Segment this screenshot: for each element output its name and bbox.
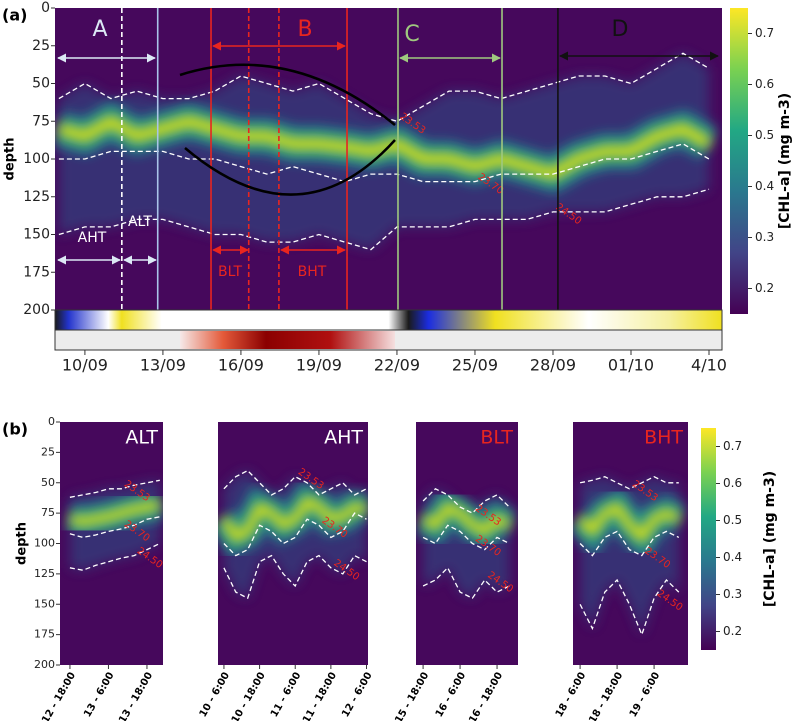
panel-title: BHT [644,427,683,449]
y-tick-label: 25 [32,38,50,54]
y-tick-label: 0 [41,0,50,16]
colorbar-tick-label: 0.7 [723,439,742,453]
y-tick-label: 50 [32,76,50,92]
x-tick-label: 19/09 [296,356,342,375]
annotation: BLT [218,264,242,280]
x-tick-label: 12 - 6:00 [340,670,374,719]
annotation: ALT [128,214,152,230]
isopycnal [58,143,710,183]
isopycnal [579,578,680,637]
chl-core [576,502,682,543]
x-tick-label: 10 - 6:00 [198,670,232,719]
y-tick-label: 175 [23,264,50,280]
isopycnal [69,479,160,498]
colorbar-tick-label: 0.2 [723,624,742,638]
panel-title: ALT [125,427,158,449]
chl-core [57,115,713,181]
colorbar-label: [CHL-a] (mg m-3) [777,93,793,229]
annotation: BHT [298,264,327,280]
chl-core [68,499,161,527]
x-tick-label: 18 - 6:00 [554,670,588,719]
isopycnal [223,554,367,600]
colorbar-tick-label: 0.5 [723,513,742,527]
colorbar-tick-label: 0.2 [755,281,774,295]
x-tick-label: 22/09 [374,356,420,375]
y-tick-label: 75 [41,506,55,519]
curve [179,63,396,126]
x-tick-label: 11 - 6:00 [269,670,303,719]
x-tick-label: 16/09 [218,356,264,375]
isopycnal [422,524,510,551]
isopycnal [422,488,510,514]
colorbar-label: [CHL-a] (mg m-3) [762,471,778,607]
x-tick-label: 16 - 18:00 [467,670,505,721]
y-tick-label: 50 [41,476,55,489]
isopycnal [579,530,680,557]
colorbar [730,8,748,314]
panel-label: (a) [2,6,27,25]
x-tick-label: 25/09 [452,356,498,375]
x-tick-label: 15 - 18:00 [393,670,431,721]
annotation: B [297,17,312,42]
panel-title: BLT [480,427,513,449]
colorbar [701,428,716,650]
colorbar-tick-label: 0.6 [755,77,774,91]
x-tick-label: 19 - 6:00 [628,670,662,719]
phase-red [180,331,395,349]
isopycnal [579,475,679,490]
y-tick-label: 25 [41,445,55,458]
y-tick-label: 150 [34,597,55,610]
x-tick-label: 10/09 [62,356,108,375]
x-tick-label: 12 - 18:00 [40,670,78,721]
isopycnal [422,566,510,600]
x-tick-label: 28/09 [530,356,576,375]
colorbar-tick-label: 0.6 [723,476,742,490]
x-tick-label: 13 - 6:00 [82,670,116,719]
x-tick-label: 13 - 18:00 [117,670,155,721]
annotation: AHT [78,230,107,246]
colorbar-tick-label: 0.5 [755,128,774,142]
y-tick-label: 75 [32,113,50,129]
y-axis-label: depth [3,138,18,181]
colorbar-tick-label: 0.4 [755,179,774,193]
y-tick-label: 175 [34,628,55,641]
isopycnal [58,188,710,251]
colorbar-tick-label: 0.3 [755,230,774,244]
colorbar-tick-label: 0.4 [723,550,742,564]
chl-core [420,502,512,537]
y-tick-label: 125 [23,189,50,205]
y-tick-label: 200 [23,302,50,318]
x-tick-label: 4/10 [691,356,727,375]
chl-core [219,496,368,543]
colorbar-tick-label: 0.7 [755,26,774,40]
y-tick-label: 125 [34,567,55,580]
panel-title: AHT [324,427,363,449]
x-tick-label: 10 - 18:00 [230,670,268,721]
y-tick-label: 200 [34,658,55,671]
y-tick-label: 100 [34,537,55,550]
tide-strip [54,309,723,331]
panel-label: (b) [2,420,28,439]
annotation: D [612,17,629,42]
x-tick-label: 13/09 [140,356,186,375]
colorbar-tick-label: 0.3 [723,587,742,601]
annotation: A [92,17,107,42]
y-tick-label: 150 [23,227,50,243]
y-tick-label: 100 [23,151,50,167]
x-tick-label: 01/10 [608,356,654,375]
x-tick-label: 11 - 18:00 [301,670,339,721]
x-tick-label: 16 - 6:00 [434,670,468,719]
y-axis-label: depth [15,522,30,565]
curve [184,139,396,196]
x-tick-label: 18 - 18:00 [587,670,625,721]
y-tick-label: 0 [48,415,55,428]
annotation: C [404,22,419,47]
